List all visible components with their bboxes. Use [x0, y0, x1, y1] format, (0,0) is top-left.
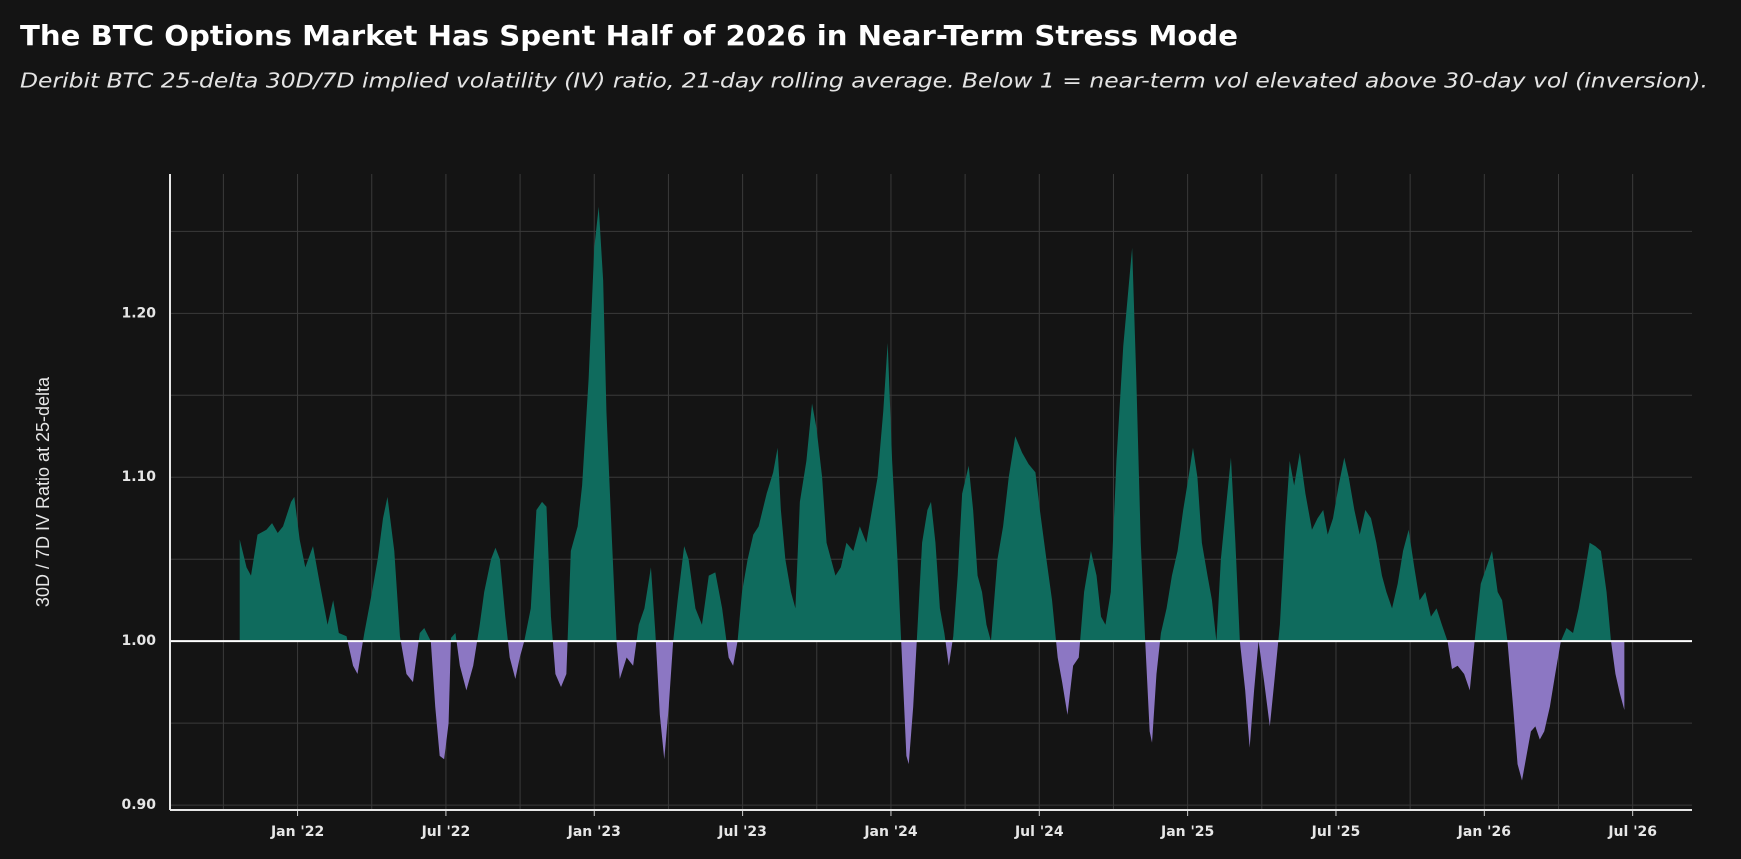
x-tick-label: Jan '24: [863, 824, 918, 840]
y-tick-label: 1.10: [121, 469, 156, 485]
y-tick-label: 1.20: [121, 305, 156, 321]
x-tick-label: Jul '23: [717, 824, 767, 840]
x-tick-label: Jul '25: [1311, 824, 1361, 840]
x-tick-label: Jan '22: [270, 824, 324, 840]
x-tick-label: Jan '26: [1457, 824, 1511, 840]
x-tick-label: Jan '23: [567, 824, 621, 840]
y-tick-label: 0.90: [121, 797, 156, 813]
chart-subtitle: Deribit BTC 25-delta 30D/7D implied vola…: [20, 69, 1708, 93]
x-tick-label: Jul '24: [1014, 824, 1064, 840]
y-tick-label: 1.00: [121, 633, 156, 649]
x-tick-label: Jan '25: [1160, 824, 1214, 840]
chart-title: The BTC Options Market Has Spent Half of…: [20, 19, 1238, 52]
x-tick-label: Jul '22: [421, 824, 471, 840]
y-axis-label: 30D / 7D IV Ratio at 25-delta: [33, 376, 53, 607]
x-tick-label: Jul '26: [1607, 824, 1657, 840]
area-above: [239, 206, 1612, 642]
